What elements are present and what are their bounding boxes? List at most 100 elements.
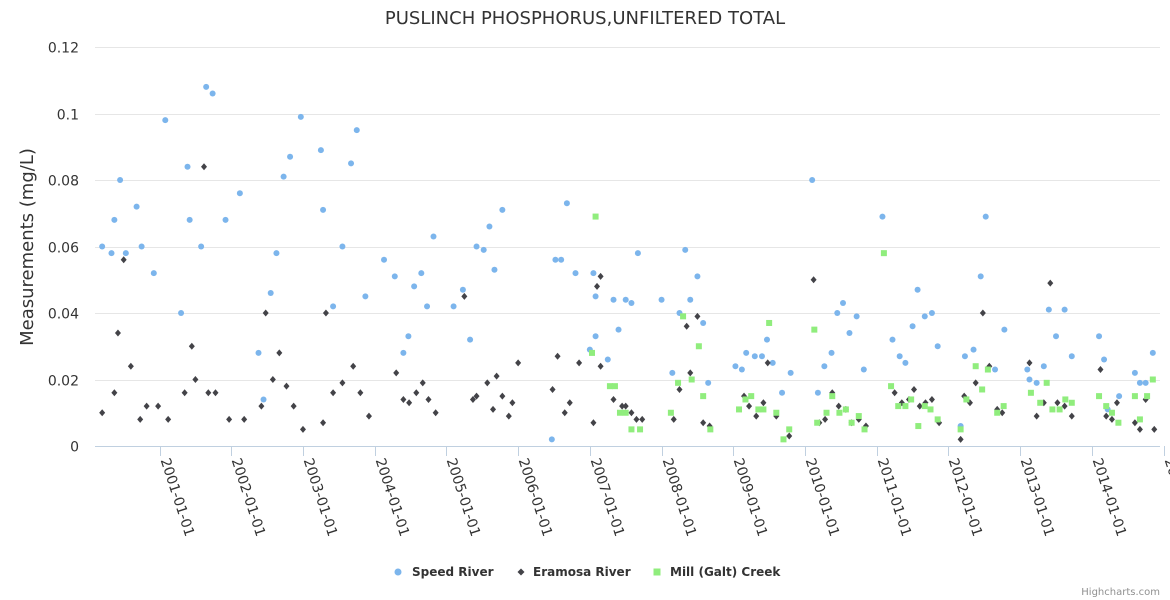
data-point[interactable] (769, 359, 776, 366)
data-point[interactable] (473, 392, 480, 400)
data-point[interactable] (895, 403, 902, 410)
data-point[interactable] (999, 409, 1006, 417)
data-point[interactable] (879, 213, 886, 220)
data-point[interactable] (192, 376, 199, 383)
credits-link[interactable]: Highcharts.com (1081, 587, 1160, 598)
data-point[interactable] (786, 432, 793, 440)
data-point[interactable] (432, 409, 439, 417)
data-point[interactable] (622, 402, 629, 410)
data-point[interactable] (1096, 333, 1103, 340)
data-point[interactable] (276, 349, 283, 357)
data-point[interactable] (846, 329, 853, 336)
data-point[interactable] (236, 190, 243, 197)
data-point[interactable] (1053, 333, 1060, 340)
data-point[interactable] (127, 362, 134, 370)
data-point[interactable] (760, 406, 767, 413)
data-point[interactable] (902, 403, 909, 410)
data-point[interactable] (461, 292, 468, 300)
data-point[interactable] (916, 402, 923, 410)
data-point[interactable] (589, 349, 595, 356)
data-point[interactable] (111, 216, 118, 223)
data-point[interactable] (680, 313, 687, 320)
data-point[interactable] (853, 313, 860, 320)
data-point[interactable] (694, 312, 701, 320)
data-point[interactable] (891, 389, 898, 397)
data-point[interactable] (99, 409, 106, 417)
data-point[interactable] (490, 405, 497, 413)
data-point[interactable] (611, 383, 618, 390)
data-point[interactable] (1001, 326, 1008, 333)
data-point[interactable] (1131, 369, 1138, 376)
data-point[interactable] (241, 415, 248, 423)
data-point[interactable] (676, 385, 683, 393)
data-point[interactable] (576, 359, 583, 367)
data-point[interactable] (610, 296, 617, 303)
data-point[interactable] (928, 395, 935, 403)
data-point[interactable] (616, 409, 623, 416)
data-point[interactable] (1061, 402, 1068, 410)
data-point[interactable] (682, 246, 689, 253)
data-point[interactable] (469, 395, 476, 403)
data-point[interactable] (499, 392, 506, 400)
data-point[interactable] (1056, 406, 1063, 413)
data-point[interactable] (984, 366, 991, 373)
data-point[interactable] (255, 349, 262, 356)
data-point[interactable] (320, 206, 327, 213)
data-point[interactable] (889, 336, 896, 343)
data-point[interactable] (828, 349, 835, 356)
data-point[interactable] (418, 270, 425, 277)
data-point[interactable] (753, 412, 760, 420)
data-point[interactable] (622, 409, 629, 416)
data-point[interactable] (773, 409, 780, 416)
data-point[interactable] (687, 296, 694, 303)
data-point[interactable] (809, 177, 816, 183)
data-point[interactable] (1096, 393, 1103, 400)
data-point[interactable] (267, 290, 274, 297)
data-point[interactable] (430, 233, 437, 240)
data-point[interactable] (1103, 403, 1110, 410)
data-point[interactable] (700, 419, 707, 427)
data-point[interactable] (362, 293, 369, 300)
data-point[interactable] (330, 389, 337, 397)
data-point[interactable] (628, 409, 635, 417)
data-point[interactable] (184, 163, 191, 170)
data-point[interactable] (509, 399, 516, 407)
data-point[interactable] (330, 303, 337, 310)
data-point[interactable] (836, 409, 843, 416)
data-point[interactable] (419, 379, 426, 387)
data-point[interactable] (1027, 389, 1034, 396)
data-point[interactable] (348, 160, 355, 167)
data-point[interactable] (787, 369, 794, 376)
data-point[interactable] (425, 395, 432, 403)
data-point[interactable] (558, 256, 565, 263)
data-point[interactable] (896, 353, 903, 360)
data-point[interactable] (353, 127, 360, 134)
data-point[interactable] (1033, 379, 1040, 386)
data-point[interactable] (1040, 363, 1047, 370)
data-point[interactable] (549, 385, 556, 393)
data-point[interactable] (934, 416, 941, 423)
data-point[interactable] (552, 256, 559, 263)
data-point[interactable] (108, 250, 115, 257)
data-point[interactable] (1000, 403, 1007, 410)
data-point[interactable] (970, 346, 977, 353)
data-point[interactable] (992, 366, 999, 373)
data-point[interactable] (155, 402, 162, 410)
data-point[interactable] (972, 379, 979, 387)
data-point[interactable] (842, 406, 849, 413)
data-point[interactable] (290, 402, 297, 410)
data-point[interactable] (957, 435, 964, 443)
data-point[interactable] (694, 273, 701, 280)
data-point[interactable] (590, 419, 597, 427)
data-point[interactable] (181, 389, 188, 397)
data-point[interactable] (1068, 399, 1075, 406)
data-point[interactable] (1049, 406, 1056, 413)
data-point[interactable] (339, 379, 346, 387)
data-point[interactable] (810, 276, 817, 284)
data-point[interactable] (743, 349, 750, 356)
data-point[interactable] (339, 243, 346, 250)
data-point[interactable] (138, 243, 145, 250)
data-point[interactable] (280, 173, 287, 180)
data-point[interactable] (639, 415, 646, 423)
data-point[interactable] (921, 313, 928, 320)
